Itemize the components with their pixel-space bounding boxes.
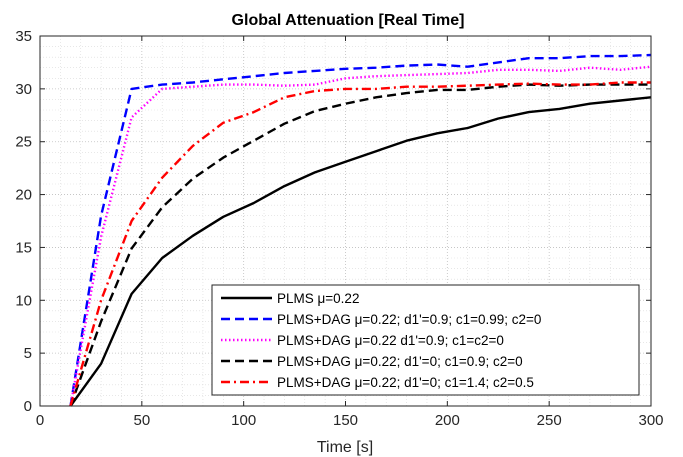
y-tick-label: 30	[15, 81, 32, 98]
legend-label-4: PLMS+DAG μ=0.22; d1'=0; c1=0.9; c2=0	[277, 354, 523, 369]
x-tick-label: 150	[333, 412, 358, 429]
series-line-5	[69, 81, 651, 407]
x-tick-label: 50	[133, 412, 150, 429]
x-tick-label: 200	[435, 412, 460, 429]
y-tick-label: 25	[15, 134, 32, 151]
axis-ticks: 0 50 100 150 200 250 300 0 5 10 15 20 25 30 35	[15, 28, 663, 429]
y-tick-label: 15	[15, 239, 32, 256]
y-tick-label: 0	[24, 398, 32, 415]
x-axis-label: Time [s]	[317, 439, 373, 456]
x-tick-label: 300	[638, 412, 663, 429]
series-line-2	[69, 53, 652, 407]
series-line-4	[69, 83, 651, 407]
legend-label-5: PLMS+DAG μ=0.22; d1'=0; c1=1.4; c2=0.5	[277, 375, 534, 390]
legend-label-2: PLMS+DAG μ=0.22; d1'=0.9; c1=0.99; c2=0	[277, 312, 541, 327]
x-tick-label: 100	[231, 412, 256, 429]
series-line-1	[69, 96, 652, 407]
legend: PLMS μ=0.22 PLMS+DAG μ=0.22; d1'=0.9; c1=…	[211, 284, 640, 396]
legend-box	[211, 284, 640, 396]
legend-label-1: PLMS μ=0.22	[277, 291, 359, 306]
y-tick-label: 5	[24, 345, 32, 362]
series-line-3	[69, 65, 652, 407]
chart-title: Global Attenuation [Real Time]	[232, 12, 465, 29]
x-tick-label: 0	[36, 412, 44, 429]
legend-label-3: PLMS+DAG μ=0.22 d1'=0.9; c1=c2=0	[277, 333, 504, 348]
series-lines	[69, 53, 652, 407]
y-tick-label: 35	[15, 28, 32, 45]
y-tick-label: 10	[15, 292, 32, 309]
y-tick-label: 20	[15, 187, 32, 204]
x-tick-label: 250	[537, 412, 562, 429]
